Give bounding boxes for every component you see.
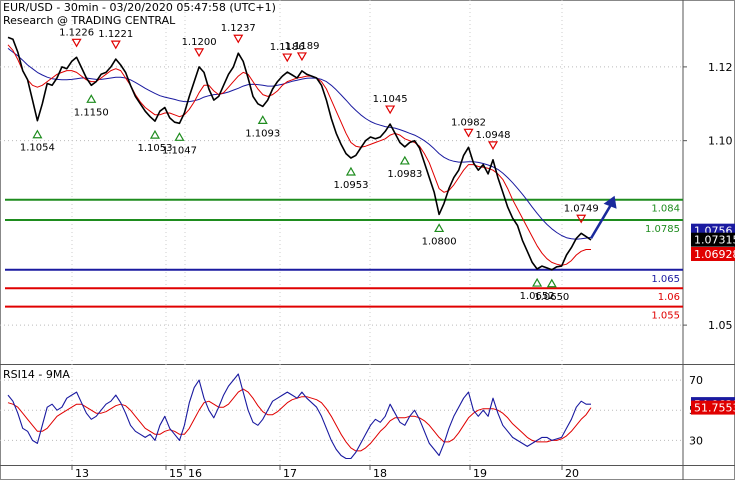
- rsi-badge-label: 51.7553: [694, 402, 735, 415]
- pivot-low-label: 1.0800: [422, 236, 457, 247]
- time-tick-label: 17: [283, 467, 297, 480]
- pivot-low-marker: [345, 166, 356, 176]
- pivot-high-label: 1.0982: [451, 117, 486, 128]
- price-badge-label: 1.07315: [694, 234, 735, 247]
- pivot-high-label: 1.0948: [476, 130, 511, 141]
- ma-slow-line: [7, 48, 592, 240]
- projection-arrow-shaft: [589, 203, 613, 240]
- pivot-high-marker: [296, 52, 307, 62]
- rsi-tick-label: 70: [689, 374, 703, 387]
- pivot-high-marker: [576, 214, 587, 224]
- pivot-high-marker: [463, 128, 474, 138]
- pivot-low-marker: [32, 129, 43, 139]
- pivot-low-marker: [149, 129, 161, 139]
- projection-arrow-head: [603, 195, 617, 209]
- chart-title: EUR/USD - 30min - 03/20/2020 05:47:58 (U…: [3, 1, 276, 14]
- rsi-line: [7, 373, 591, 460]
- price-tick-label: 1.12: [708, 61, 733, 74]
- time-tick-label: 13: [75, 467, 89, 480]
- pivot-high-label: 1.1221: [98, 29, 133, 40]
- pivot-high-marker: [385, 105, 396, 115]
- pivot-low-marker: [434, 223, 445, 233]
- pivot-high-marker: [71, 38, 82, 48]
- pivot-high-label: 1.1226: [59, 27, 94, 38]
- pivot-low-marker: [174, 132, 185, 141]
- pivot-low-marker: [86, 94, 97, 103]
- pivot-low-marker: [257, 115, 268, 124]
- level-label-1-065: 1.065: [651, 274, 680, 285]
- pivot-low-label: 1.0983: [387, 169, 422, 180]
- price-tick-label: 1.10: [708, 135, 733, 148]
- pivot-high-marker: [233, 34, 244, 44]
- rsi-tick-label: 30: [689, 434, 703, 447]
- pivot-low-marker: [399, 155, 410, 165]
- level-label-1-0785: 1.0785: [645, 224, 680, 235]
- price-line: [7, 36, 592, 271]
- pivot-high-marker: [487, 141, 499, 151]
- pivot-low-label: 1.0953: [333, 180, 368, 191]
- pivot-high-marker: [194, 48, 205, 58]
- chart-subtitle: Research @ TRADING CENTRAL: [3, 14, 176, 27]
- time-tick-label: 19: [473, 467, 487, 480]
- pivot-low-label: 1.0650: [534, 292, 569, 303]
- pivot-low-label: 1.1054: [20, 143, 55, 154]
- price-badge-bg: [691, 232, 735, 247]
- time-tick-label: 20: [565, 467, 579, 480]
- time-tick-label: 15: [169, 467, 183, 480]
- pivot-high-marker: [282, 53, 293, 63]
- pivot-low-label: 1.1093: [245, 128, 280, 139]
- pivot-low-marker: [532, 277, 543, 287]
- rsi-title: RSI14 - 9MA: [3, 368, 70, 381]
- rsi-ma-line: [7, 388, 592, 452]
- rsi-badge-bg: [691, 400, 735, 415]
- pivot-low-marker: [546, 278, 557, 288]
- level-label-1-055: 1.055: [651, 311, 680, 322]
- pivot-low-label: 1.1150: [74, 107, 109, 118]
- ma-fast-line: [7, 44, 591, 266]
- pivot-low-label: 1.1053: [137, 143, 172, 154]
- level-label-1-06: 1.06: [658, 292, 680, 303]
- price-badge-bg: [691, 246, 735, 261]
- pivot-low-label: 1.1047: [162, 145, 197, 156]
- pivot-high-label: 1.1186: [270, 42, 305, 53]
- pivot-high-label: 1.1237: [221, 23, 256, 34]
- pivot-low-label: 1.0652: [520, 291, 555, 302]
- pivot-high-label: 1.0749: [564, 203, 599, 214]
- pivot-high-label: 1.1045: [373, 94, 408, 105]
- time-tick-label: 18: [373, 467, 387, 480]
- price-tick-label: 1.05: [708, 319, 733, 332]
- pivot-high-marker: [110, 40, 121, 50]
- pivot-high-label: 1.1189: [284, 41, 319, 52]
- time-tick-label: 16: [188, 467, 202, 480]
- price-badge-label: 1.06928: [694, 248, 735, 261]
- pivot-high-label: 1.1200: [182, 37, 217, 48]
- level-label-1-084: 1.084: [651, 204, 680, 215]
